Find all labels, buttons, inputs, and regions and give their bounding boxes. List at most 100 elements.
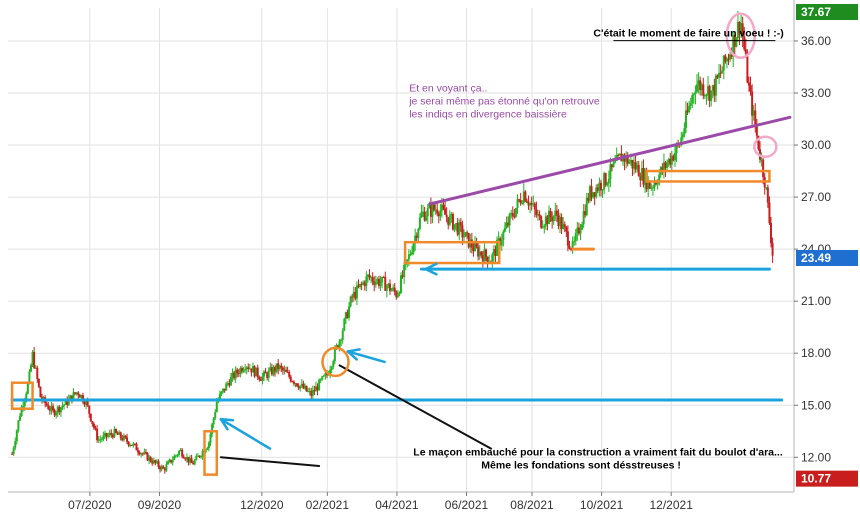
candle-body: [70, 395, 73, 401]
candle-body: [603, 173, 606, 190]
pink-ellipse-top: [725, 12, 757, 60]
candle-body: [518, 199, 521, 201]
candle-body: [349, 296, 352, 307]
candle-body: [83, 401, 86, 405]
candle-body: [428, 205, 431, 209]
candle-body: [280, 365, 283, 368]
candle-body: [461, 225, 464, 238]
candle-body: [543, 225, 546, 228]
candle-body: [601, 189, 604, 191]
candle-body: [395, 291, 398, 298]
candle-body: [48, 409, 51, 411]
candle-body: [629, 159, 632, 162]
candle-body: [277, 363, 280, 370]
candle-body: [137, 450, 140, 453]
candle-body: [447, 217, 450, 225]
candle-body: [242, 369, 245, 372]
candle-body: [549, 210, 552, 218]
candle-body: [492, 249, 495, 255]
candle-body: [714, 75, 717, 96]
candle-body: [88, 405, 91, 414]
candle-body: [617, 155, 620, 157]
candle-body: [568, 245, 571, 249]
candle-body: [661, 167, 664, 172]
candle-body: [119, 432, 122, 438]
candle-body: [81, 395, 84, 402]
candle-body: [725, 58, 728, 62]
candle-body: [477, 246, 480, 257]
candle-body: [126, 437, 129, 442]
candle-body: [727, 58, 730, 60]
candle-body: [500, 240, 503, 246]
candle-body: [338, 340, 341, 349]
candle-body: [204, 449, 207, 453]
candle-body: [321, 376, 324, 380]
candle-body: [346, 312, 349, 318]
candle-body: [598, 182, 601, 191]
candle-body: [195, 455, 198, 461]
candle-body: [403, 264, 406, 277]
candle-body: [396, 294, 399, 298]
orange-box-nov: [645, 169, 771, 183]
candle-body: [184, 458, 187, 460]
candle-body: [267, 370, 270, 378]
candle-body: [63, 404, 66, 406]
candle-body: [494, 249, 497, 256]
candle-body: [250, 368, 253, 373]
candle-body: [448, 215, 451, 225]
candle-body: [127, 441, 130, 446]
candle-body: [532, 203, 535, 205]
candle-body: [15, 430, 18, 442]
y-tick-label: 15.00: [801, 398, 831, 412]
candle-body: [25, 393, 28, 400]
candle-body: [182, 456, 185, 459]
candle-body: [381, 276, 384, 283]
candle-body: [670, 155, 673, 165]
candle-body: [132, 443, 135, 446]
candle-body: [149, 457, 152, 462]
candle-body: [522, 191, 525, 203]
candle-body: [721, 70, 724, 74]
candle-body: [64, 399, 67, 405]
candle-body: [417, 228, 420, 238]
candle-body: [466, 232, 469, 234]
candle-body: [746, 53, 749, 83]
candle-body: [133, 443, 136, 445]
candle-body: [39, 386, 42, 398]
candle-body: [760, 159, 763, 161]
candle-body: [453, 224, 456, 230]
candle-body: [610, 164, 613, 168]
candle-body: [86, 400, 89, 406]
candle-body: [348, 306, 351, 318]
candle-body: [688, 105, 691, 113]
candle-body: [31, 351, 34, 366]
candle-body: [592, 192, 595, 198]
candle-body: [469, 239, 472, 248]
candle-body: [765, 187, 768, 189]
candle-body: [566, 231, 569, 246]
candle-body: [744, 49, 747, 54]
candle-body: [302, 383, 305, 389]
candle-body: [707, 86, 710, 95]
candle-body: [596, 187, 599, 191]
x-tick-label: 10/2021: [580, 498, 624, 512]
candle-body: [565, 227, 568, 232]
candle-body: [434, 209, 437, 211]
candle-body: [187, 456, 190, 463]
candle-body: [738, 21, 741, 34]
candle-body: [530, 202, 533, 205]
y-tick-label: 21.00: [801, 294, 831, 308]
candle-body: [72, 392, 75, 401]
x-tick-label: 07/2020: [68, 498, 112, 512]
candle-body: [683, 127, 686, 135]
candle-body: [732, 35, 735, 57]
candle-body: [165, 464, 168, 471]
candle-body: [595, 187, 598, 197]
candle-body: [757, 135, 760, 150]
candle-body: [749, 85, 752, 92]
candle-body: [341, 330, 344, 340]
candle-body: [680, 137, 683, 146]
candle-body: [431, 204, 434, 217]
